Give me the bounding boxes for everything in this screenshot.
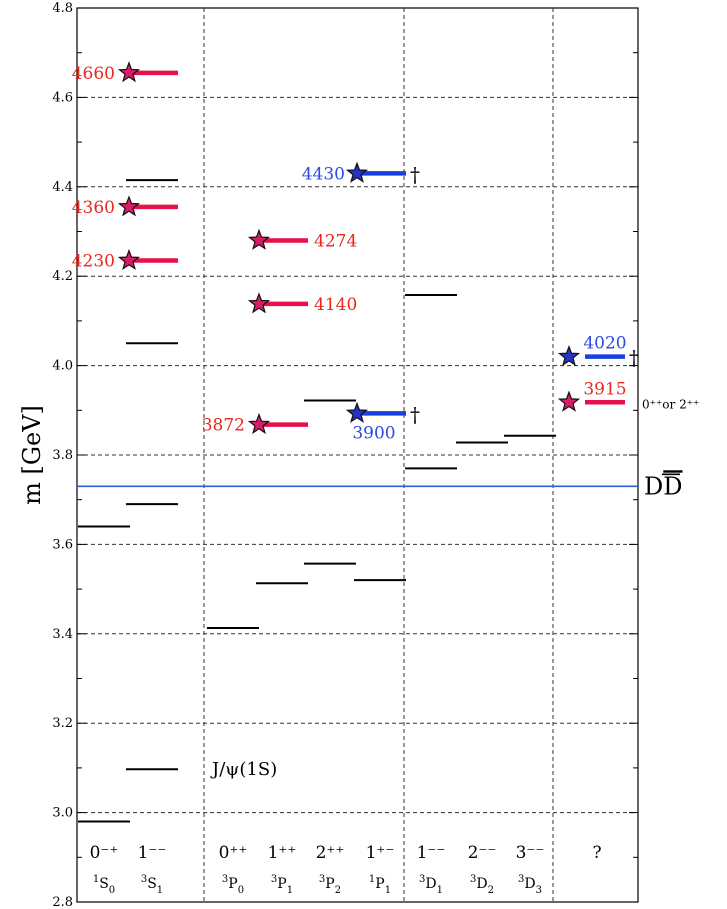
jpc-label: 1⁺⁻ [366,843,395,863]
xyz-state-4230: 4230 [72,248,178,272]
jpc-label: 2⁺⁺ [316,843,345,863]
star-icon [247,228,271,250]
jpc-label: ? [592,843,601,863]
y-tick-label: 3.8 [52,448,73,463]
y-tick-label: 2.8 [52,895,73,909]
y-tick-label: 4.2 [52,269,73,284]
quantum-number-note: 0⁺⁺or 2⁺⁺ [642,397,699,411]
column-labels: 0⁻⁺ 1S0 1⁻⁻ 3S1 0⁺⁺ 3P0 1⁺⁺ 3P1 2⁺⁺ 3P2 1⁺⁻ 1P1 1⁻⁻ 3… [90,843,602,896]
gridlines [77,96,638,814]
spectroscopic-term: 1P1 [369,874,391,896]
spectroscopic-term: 1S0 [93,874,115,896]
y-tick-label: 4.8 [52,1,73,16]
jpc-label: 1⁻⁻ [138,843,167,863]
xyz-state-3915: 3915 0⁺⁺or 2⁺⁺ [557,379,699,412]
predicted-levels [78,179,556,823]
spectroscopic-term: 3D3 [518,874,542,896]
star-icon [345,401,369,423]
star-icon [247,412,271,435]
y-axis-label: m [GeV] [18,405,46,505]
jpc-label: 3⁻⁻ [516,843,545,863]
star-icon [345,161,369,183]
xyz-state-4274: 4274 [247,228,357,251]
star-icon [117,195,141,217]
spectroscopic-term: 3D2 [470,874,494,896]
y-axis: 2.8 3.0 3.2 3.4 3.6 3.8 4.0 4.2 4.4 4.6 4.8 m [GeV] [18,1,638,909]
star-icon [557,344,581,367]
jpc-label: 1⁺⁺ [268,843,297,863]
star-icon [247,292,271,314]
state-label: 4360 [72,198,115,218]
state-label: 4660 [72,64,115,84]
star-icon [557,390,581,412]
spectroscopic-term: 3S1 [141,874,163,896]
spectroscopic-term: 3P2 [319,874,341,896]
spectroscopic-term: 3P1 [271,874,293,896]
y-tick-label: 4.6 [52,90,73,105]
star-icon [117,248,141,271]
state-label: 4430 [302,164,345,184]
xyz-state-4660: 4660 [72,61,178,84]
xyz-state-3872: 3872 [202,412,308,436]
jpc-label: 0⁺⁺ [219,843,248,863]
state-label: 3915 [583,379,626,399]
xyz-state-4430: 4430 † [302,161,420,186]
y-tick-label: 4.4 [52,180,73,195]
state-label: 4140 [314,295,357,315]
jpc-label: 2⁻⁻ [468,843,497,863]
star-icon [117,61,141,83]
state-label: 3900 [352,423,395,443]
xyz-state-4140: 4140 [247,292,357,315]
dd-threshold-label: DD [644,472,683,500]
dagger-mark: † [410,402,420,426]
y-tick-label: 3.2 [52,716,73,731]
xyz-state-4360: 4360 [72,195,178,218]
y-tick-label: 3.6 [52,537,73,552]
y-tick-label: 4.0 [52,359,73,374]
dagger-mark: † [629,346,639,370]
state-label: 4020 [583,334,626,354]
spectroscopic-term: 3P0 [222,874,244,896]
sector-separators [203,8,554,902]
jpc-label: 1⁻⁻ [417,843,446,863]
y-tick-label: 3.4 [52,627,73,642]
dagger-mark: † [410,162,420,186]
jpsi-label: J/ψ(1S) [210,759,277,780]
xyz-state-4020: 4020† [557,334,639,370]
y-tick-label: 3.0 [52,806,73,821]
state-label: 4230 [72,252,115,272]
jpc-label: 0⁻⁺ [90,843,119,863]
xyz-state-3900: 3900 † [345,401,420,443]
spectroscopic-term: 3D1 [419,874,443,896]
state-label: 3872 [202,416,245,436]
state-label: 4274 [314,231,357,251]
